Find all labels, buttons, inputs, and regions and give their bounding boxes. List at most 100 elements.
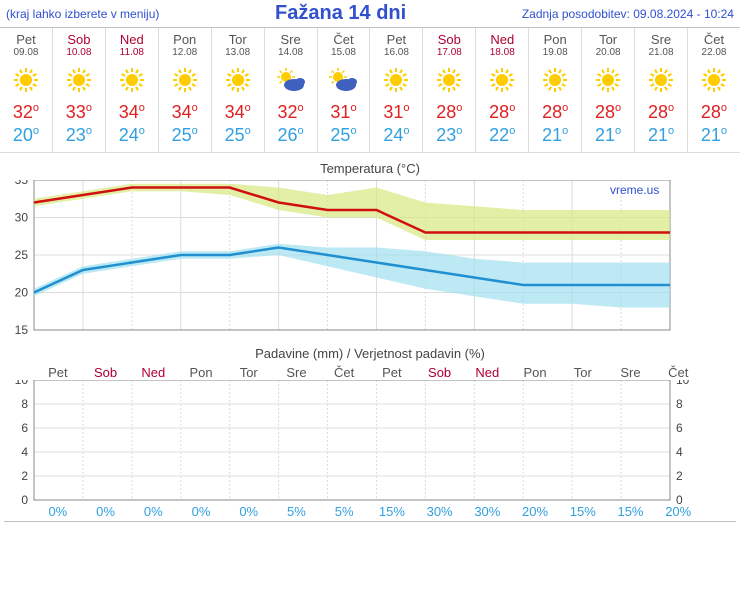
precip-percent: 5% <box>273 504 321 519</box>
temp-high: 32o <box>0 102 52 123</box>
page-title: Fažana 14 dni <box>275 2 406 25</box>
forecast-col: Sre 21.08 28o 21o <box>635 28 688 152</box>
precip-percent: 0% <box>177 504 225 519</box>
precipitation-percent-row: 0%0%0%0%0%5%5%15%30%30%20%15%15%20% <box>4 504 736 522</box>
day-name: Pet <box>370 32 422 47</box>
last-update: Zadnja posodobitev: 09.08.2024 - 10:24 <box>522 7 734 21</box>
day-date: 13.08 <box>212 47 264 58</box>
temp-low: 22o <box>476 125 528 146</box>
precip-percent: 15% <box>559 504 607 519</box>
forecast-col: Ned 18.08 28o 22o <box>476 28 529 152</box>
precip-day-label: Čet <box>654 365 702 380</box>
forecast-col: Pet 16.08 31o 24o <box>370 28 423 152</box>
forecast-grid: Pet 09.08 32o 20o Sob 10.08 33o 23o Ned … <box>0 28 740 153</box>
precipitation-day-labels: PetSobNedPonTorSreČetPetSobNedPonTorSreČ… <box>4 365 736 380</box>
sun-icon <box>688 62 740 98</box>
temp-low: 21o <box>582 125 634 146</box>
svg-text:vreme.us: vreme.us <box>610 183 659 197</box>
day-date: 14.08 <box>265 47 317 58</box>
day-date: 12.08 <box>159 47 211 58</box>
precip-day-label: Ned <box>129 365 177 380</box>
precip-percent: 0% <box>129 504 177 519</box>
precip-percent: 30% <box>416 504 464 519</box>
svg-text:8: 8 <box>676 397 683 411</box>
temp-low: 26o <box>265 125 317 146</box>
day-date: 09.08 <box>0 47 52 58</box>
precip-day-label: Pet <box>368 365 416 380</box>
temp-high: 28o <box>582 102 634 123</box>
forecast-col: Ned 11.08 34o 24o <box>106 28 159 152</box>
sun-icon <box>582 62 634 98</box>
temp-high: 34o <box>159 102 211 123</box>
sun-icon <box>529 62 581 98</box>
day-name: Čet <box>318 32 370 47</box>
temp-low: 25o <box>212 125 264 146</box>
precip-percent: 15% <box>368 504 416 519</box>
sun-icon <box>476 62 528 98</box>
day-name: Sre <box>635 32 687 47</box>
day-date: 20.08 <box>582 47 634 58</box>
day-date: 21.08 <box>635 47 687 58</box>
day-date: 22.08 <box>688 47 740 58</box>
precip-percent: 20% <box>511 504 559 519</box>
sun-icon <box>635 62 687 98</box>
svg-text:10: 10 <box>676 380 690 387</box>
svg-text:10: 10 <box>15 380 29 387</box>
precip-percent: 30% <box>463 504 511 519</box>
temp-high: 31o <box>370 102 422 123</box>
temp-low: 20o <box>0 125 52 146</box>
precip-day-label: Sre <box>273 365 321 380</box>
temp-high: 33o <box>53 102 105 123</box>
day-name: Tor <box>582 32 634 47</box>
header: (kraj lahko izberete v meniju) Fažana 14… <box>0 0 740 28</box>
precip-day-label: Pon <box>511 365 559 380</box>
day-date: 10.08 <box>53 47 105 58</box>
precipitation-chart: 00224466881010 <box>4 380 704 504</box>
precip-day-label: Sob <box>416 365 464 380</box>
temp-high: 28o <box>423 102 475 123</box>
sun-icon <box>159 62 211 98</box>
svg-text:8: 8 <box>21 397 28 411</box>
sun-icon <box>212 62 264 98</box>
precip-day-label: Tor <box>559 365 607 380</box>
forecast-col: Sre 14.08 32o 26o <box>265 28 318 152</box>
temp-high: 34o <box>106 102 158 123</box>
svg-text:4: 4 <box>21 445 28 459</box>
precipitation-chart-section: Padavine (mm) / Verjetnost padavin (%) P… <box>0 334 740 522</box>
location-hint: (kraj lahko izberete v meniju) <box>6 7 159 21</box>
sun-icon <box>0 62 52 98</box>
temp-low: 24o <box>106 125 158 146</box>
sun-icon <box>106 62 158 98</box>
temp-low: 25o <box>318 125 370 146</box>
day-name: Pon <box>159 32 211 47</box>
precip-percent: 20% <box>654 504 702 519</box>
temp-low: 23o <box>53 125 105 146</box>
svg-text:35: 35 <box>15 180 29 187</box>
precip-percent: 0% <box>34 504 82 519</box>
precip-day-label: Pet <box>34 365 82 380</box>
temp-low: 23o <box>423 125 475 146</box>
temp-high: 31o <box>318 102 370 123</box>
day-date: 18.08 <box>476 47 528 58</box>
temp-low: 21o <box>635 125 687 146</box>
temp-low: 21o <box>529 125 581 146</box>
temperature-chart-section: Temperatura (°C) 1520253035vreme.us <box>0 153 740 334</box>
day-date: 17.08 <box>423 47 475 58</box>
sun-cloud-icon <box>318 62 370 98</box>
precip-day-label: Čet <box>320 365 368 380</box>
forecast-col: Čet 15.08 31o 25o <box>318 28 371 152</box>
day-name: Tor <box>212 32 264 47</box>
precipitation-chart-title: Padavine (mm) / Verjetnost padavin (%) <box>4 346 736 361</box>
sun-icon <box>370 62 422 98</box>
temp-high: 28o <box>476 102 528 123</box>
svg-text:4: 4 <box>676 445 683 459</box>
day-date: 19.08 <box>529 47 581 58</box>
precip-day-label: Sre <box>607 365 655 380</box>
temp-high: 32o <box>265 102 317 123</box>
temp-high: 28o <box>688 102 740 123</box>
forecast-col: Sob 10.08 33o 23o <box>53 28 106 152</box>
day-name: Ned <box>106 32 158 47</box>
svg-text:2: 2 <box>676 469 683 483</box>
precip-percent: 5% <box>320 504 368 519</box>
svg-text:15: 15 <box>15 323 29 334</box>
